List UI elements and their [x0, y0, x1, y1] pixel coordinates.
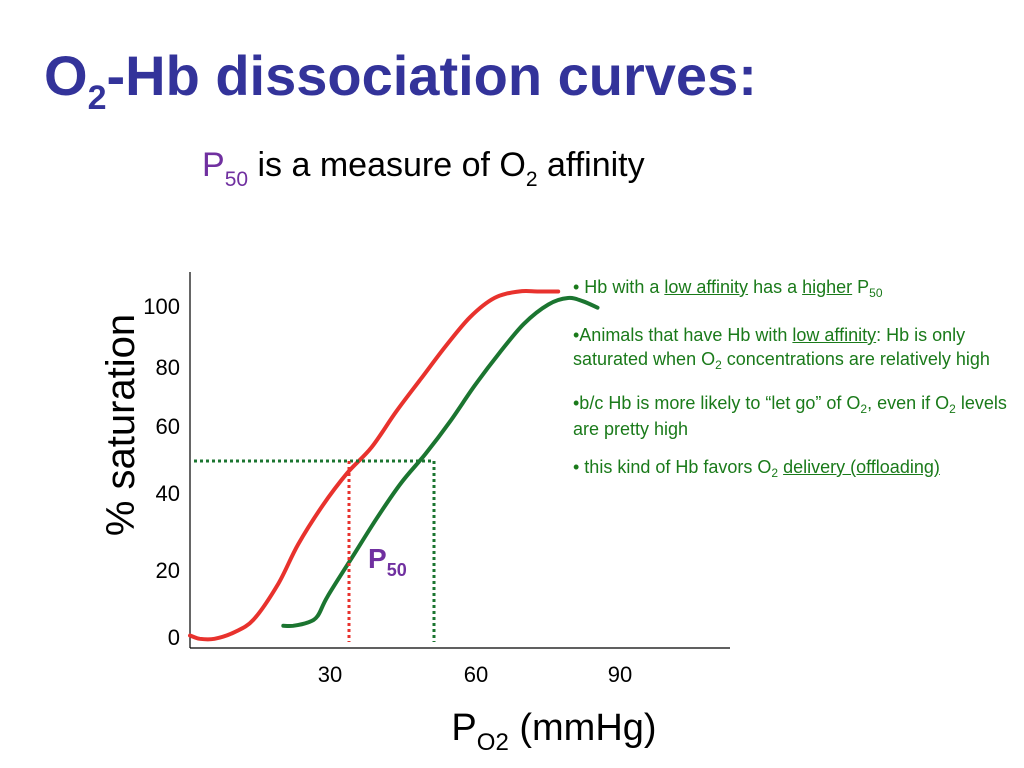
y-tick-label: 20: [156, 558, 180, 583]
y-tick-label: 100: [143, 294, 180, 319]
note-3-text: •b/c Hb is more likely to “let go” of O: [573, 393, 861, 413]
note-3-mid: , even if O: [867, 393, 950, 413]
p50-chart-label-letter: P: [368, 543, 387, 574]
x-axis-label-subscript: O2: [477, 729, 509, 756]
note-2: •Animals that have Hb with low affinity:…: [573, 323, 1013, 373]
low-affinity-curve: [281, 295, 600, 629]
note-3: •b/c Hb is more likely to “let go” of O2…: [573, 391, 1013, 441]
slide-title-main: O: [44, 44, 88, 107]
note-4-underline: delivery (offloading): [783, 457, 940, 477]
y-tick-label: 60: [156, 414, 180, 439]
x-tick-label: 60: [464, 662, 488, 687]
note-1: • Hb with a low affinity has a higher P5…: [573, 275, 1013, 301]
x-tick-label: 90: [608, 662, 632, 687]
subtitle-p50-subscript: 50: [224, 168, 249, 191]
y-tick-label: 80: [156, 355, 180, 380]
note-1-subscript: 50: [869, 286, 883, 300]
note-2-subscript: 2: [715, 358, 722, 372]
notes-panel: • Hb with a low affinity has a higher P5…: [573, 275, 1013, 481]
slide-title: O2-Hb dissociation curves:: [44, 48, 757, 116]
note-1-underline-1: low affinity: [664, 277, 749, 297]
slide-title-subscript: 2: [87, 79, 107, 117]
note-1-underline-2: higher: [802, 277, 853, 297]
note-3-post: levels are pretty high: [573, 393, 1007, 439]
slide-title-rest: -Hb dissociation curves:: [106, 44, 757, 107]
note-2-text: •Animals that have Hb with: [573, 325, 793, 345]
note-4: • this kind of Hb favors O2 delivery (of…: [573, 455, 1013, 481]
p50-chart-label-subscript: 50: [387, 560, 407, 580]
subtitle-p50-letter: P: [202, 146, 225, 184]
x-axis-label-unit: (mmHg): [509, 707, 657, 749]
y-axis-label: % saturation: [99, 314, 143, 536]
note-2-mid: : Hb is only saturated when O: [573, 325, 966, 369]
slide-subtitle: P50 is a measure of O2 affinity: [202, 146, 645, 190]
y-tick-label: 0: [168, 625, 180, 650]
note-1-post: P: [852, 277, 870, 297]
p50-chart-label: P50: [368, 543, 407, 580]
subtitle-text: is a measure of O: [248, 146, 526, 184]
subtitle-end: affinity: [537, 146, 645, 184]
note-4-subscript: 2: [771, 466, 779, 480]
x-axis-label: PO2 (mmHg): [451, 707, 656, 756]
note-2-post: concentrations are relatively high: [721, 349, 990, 369]
note-1-text: • Hb with a: [573, 277, 665, 297]
note-4-text: • this kind of Hb favors O: [573, 457, 772, 477]
note-3-subscript-2: 2: [949, 402, 956, 416]
note-1-mid: has a: [748, 277, 803, 297]
subtitle-o2-subscript: 2: [525, 168, 538, 191]
x-tick-label: 30: [318, 662, 342, 687]
note-2-underline: low affinity: [792, 325, 877, 345]
note-3-subscript-1: 2: [860, 402, 868, 416]
x-axis-label-letter: P: [451, 707, 476, 749]
high-affinity-curve: [188, 289, 561, 642]
y-tick-label: 40: [156, 481, 180, 506]
